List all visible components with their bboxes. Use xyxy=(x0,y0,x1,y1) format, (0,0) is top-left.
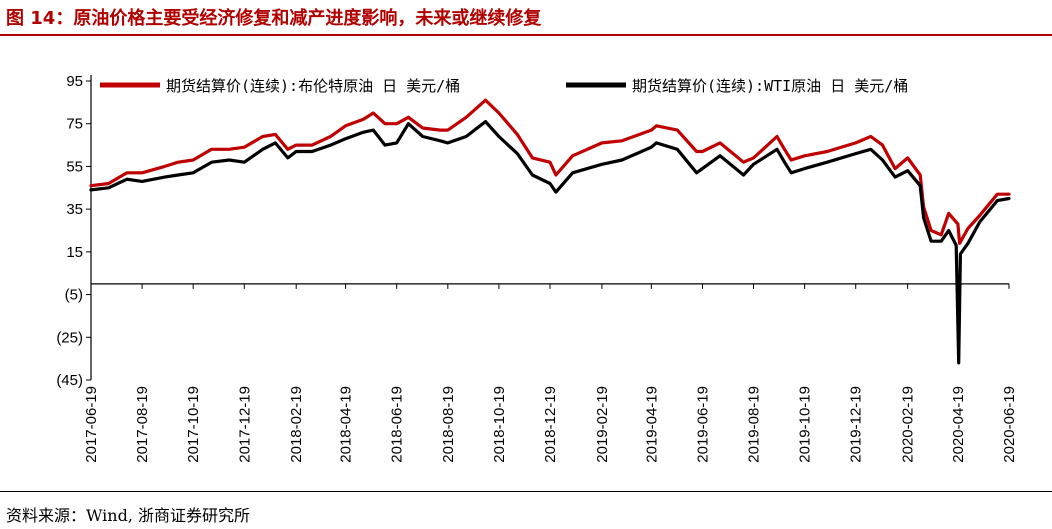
legend-item-brent: 期货结算价(连续):布伦特原油 日 美元/桶 xyxy=(100,77,460,95)
x-tick-label: 2018-10-19 xyxy=(491,386,508,463)
x-tick-label: 2017-10-19 xyxy=(185,386,202,463)
x-tick-label: 2018-08-19 xyxy=(440,386,457,463)
legend-item-wti: 期货结算价(连续):WTI原油 日 美元/桶 xyxy=(566,77,908,95)
x-tick-label: 2020-04-19 xyxy=(950,386,967,463)
chart-title: 图 14：原油价格主要受经济修复和减产进度影响，未来或继续修复 xyxy=(6,8,542,29)
y-tick-label: 95 xyxy=(66,73,83,90)
y-tick-label: (5) xyxy=(65,287,83,304)
x-tick-label: 2019-02-19 xyxy=(594,386,611,463)
x-tick-label: 2017-08-19 xyxy=(134,386,151,463)
legend-label: 期货结算价(连续):布伦特原油 日 美元/桶 xyxy=(166,77,460,95)
y-tick-label: 15 xyxy=(66,244,83,261)
x-tick-label: 2019-06-19 xyxy=(694,386,711,463)
y-tick-label: 35 xyxy=(66,201,83,218)
x-tick-label: 2019-12-19 xyxy=(848,386,865,463)
source-divider xyxy=(0,491,1052,492)
source-note: 资料来源：Wind, 浙商证券研究所 xyxy=(6,506,251,525)
brent-series-line xyxy=(89,98,1011,245)
x-tick-label: 2017-06-19 xyxy=(83,386,100,463)
x-tick-label: 2019-10-19 xyxy=(797,386,814,463)
y-tick-label: (45) xyxy=(56,372,83,389)
y-tick-label: 55 xyxy=(66,158,83,175)
y-tick-label: (25) xyxy=(56,329,83,346)
x-tick-label: 2020-02-19 xyxy=(900,386,917,463)
title-divider xyxy=(0,34,1052,36)
x-tick-label: 2019-08-19 xyxy=(746,386,763,463)
x-tick-label: 2018-04-19 xyxy=(338,386,355,463)
y-tick-label: 75 xyxy=(66,116,83,133)
x-axis: 2017-06-19 2017-08-19 2017-10-19 2017-12-19… xyxy=(83,283,1018,463)
x-tick-label: 2018-06-19 xyxy=(389,386,406,463)
legend: 期货结算价(连续):布伦特原油 日 美元/桶 期货结算价(连续):WTI原油 日 … xyxy=(100,77,908,95)
x-tick-label: 2017-12-19 xyxy=(236,386,253,463)
legend-label: 期货结算价(连续):WTI原油 日 美元/桶 xyxy=(632,77,908,95)
x-tick-label: 2020-06-19 xyxy=(1001,386,1018,463)
x-tick-label: 2018-02-19 xyxy=(288,386,305,463)
series-layer xyxy=(89,98,1011,365)
wti-series-line xyxy=(89,119,1011,365)
x-tick-label: 2019-04-19 xyxy=(643,386,660,463)
x-tick-label: 2018-12-19 xyxy=(542,386,559,463)
y-axis: 95 75 55 35 15 (5) (25) (45) xyxy=(56,73,92,389)
